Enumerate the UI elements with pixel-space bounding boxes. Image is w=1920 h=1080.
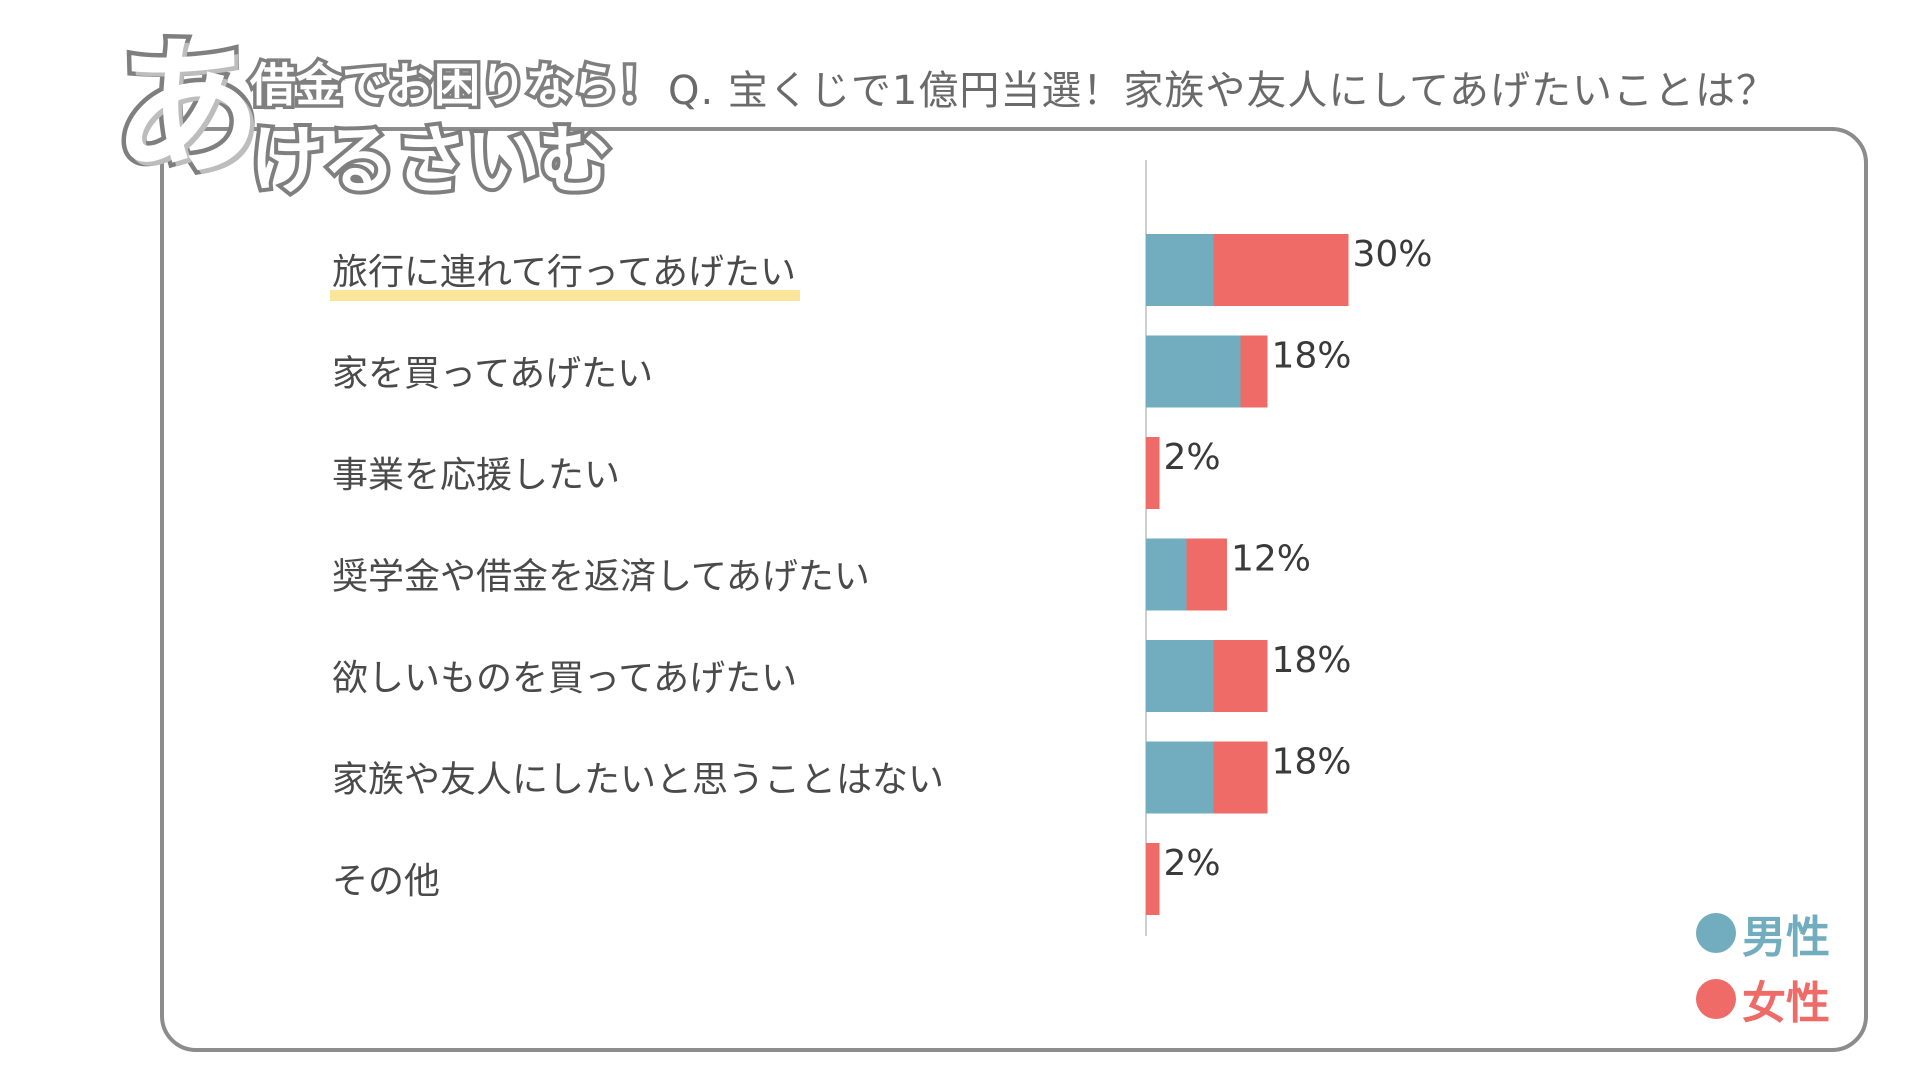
bar-male bbox=[1146, 538, 1187, 611]
bar-total-label: 12% bbox=[1231, 539, 1311, 580]
category-label: 事業を応援したい bbox=[332, 455, 620, 496]
bar-female bbox=[1186, 538, 1227, 611]
chart-frame bbox=[160, 127, 1868, 1052]
category-highlight bbox=[330, 290, 801, 301]
category-label: 家族や友人にしたいと思うことはない bbox=[332, 760, 944, 801]
bar-total-label: 18% bbox=[1272, 640, 1352, 681]
bar-total-label: 18% bbox=[1272, 742, 1352, 783]
category-label: 家を買ってあげたい bbox=[332, 354, 653, 395]
bar-total-label: 30% bbox=[1353, 234, 1433, 275]
bar-total-label: 2% bbox=[1164, 843, 1221, 884]
legend-dot-male bbox=[1696, 913, 1736, 953]
category-label: 旅行に連れて行ってあげたい bbox=[332, 252, 796, 293]
legend-label-male: 男性 bbox=[1742, 912, 1830, 963]
bar-female bbox=[1146, 437, 1160, 509]
legend-item-female: 女性 bbox=[1696, 966, 1830, 1032]
bar-total-label: 18% bbox=[1272, 336, 1352, 377]
category-label: 奨学金や借金を返済してあげたい bbox=[332, 557, 870, 598]
logo-name: けるさいむ bbox=[246, 118, 616, 204]
bar-male bbox=[1146, 640, 1214, 712]
bar-male bbox=[1146, 234, 1214, 306]
legend-item-male: 男性 bbox=[1696, 900, 1830, 966]
logo: あ 借金でお困りなら！ けるさいむ bbox=[107, 30, 667, 204]
chart-question-title: Q. 宝くじで1億円当選！家族や友人にしてあげたいことは？ bbox=[668, 68, 1777, 114]
chart-legend: 男性 女性 bbox=[1696, 900, 1830, 1032]
legend-label-female: 女性 bbox=[1742, 978, 1830, 1029]
bar-male bbox=[1146, 741, 1214, 814]
bar-female bbox=[1213, 640, 1268, 712]
logo-tagline: 借金でお困りなら！ bbox=[247, 58, 668, 112]
bar-male bbox=[1146, 335, 1241, 408]
logo-big-char: あ bbox=[107, 22, 266, 196]
category-label: その他 bbox=[332, 861, 440, 902]
bar-female bbox=[1213, 234, 1349, 306]
bar-female bbox=[1146, 843, 1160, 915]
bar-total-label: 2% bbox=[1164, 437, 1221, 478]
bar-female bbox=[1213, 741, 1268, 814]
category-label: 欲しいものを買ってあげたい bbox=[332, 658, 797, 699]
legend-dot-female bbox=[1696, 979, 1736, 1019]
bar-female bbox=[1240, 335, 1268, 408]
